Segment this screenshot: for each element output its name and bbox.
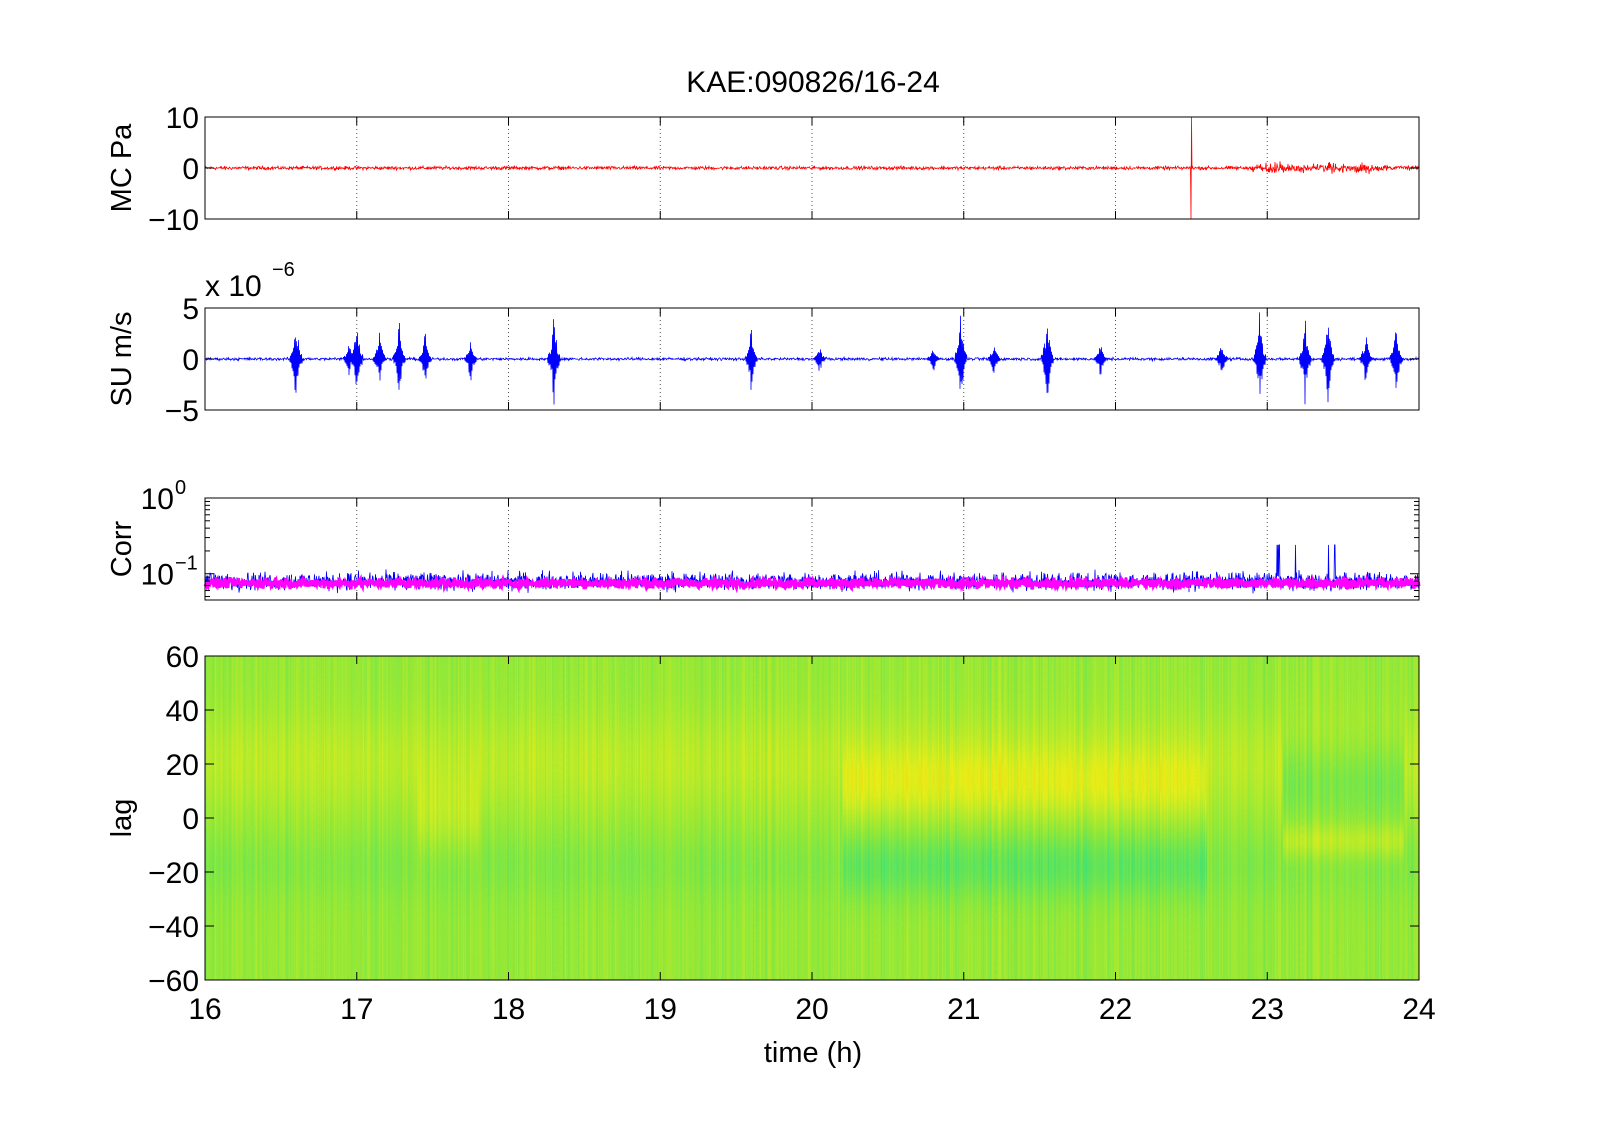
y-tick-label: 60 bbox=[166, 641, 199, 674]
series-su-0 bbox=[204, 312, 1420, 405]
y-tick-label: −20 bbox=[148, 857, 199, 890]
chart-title: KAE:090826/16-24 bbox=[686, 66, 940, 99]
x-tick-label: 18 bbox=[492, 993, 525, 1026]
x-tick-label: 22 bbox=[1099, 993, 1132, 1026]
y-tick-label: −60 bbox=[148, 965, 199, 998]
x-axis-label: time (h) bbox=[764, 1037, 862, 1069]
y-tick-label: 40 bbox=[166, 695, 199, 728]
y-tick-label: 10 bbox=[141, 559, 174, 592]
x-tick-label: 16 bbox=[188, 993, 221, 1026]
y-tick-label: 20 bbox=[166, 749, 199, 782]
x-tick-label: 23 bbox=[1251, 993, 1284, 1026]
series-mc-0 bbox=[204, 116, 1420, 220]
panel-su: 5 0 −5 SU m/s x 10 −6 bbox=[106, 259, 1420, 428]
x-tick-label: 24 bbox=[1402, 993, 1435, 1026]
y-tick-label: 0 bbox=[182, 344, 199, 377]
x-tick-label: 21 bbox=[947, 993, 980, 1026]
x-tick-label: 19 bbox=[644, 993, 677, 1026]
y-exponent-base: x 10 bbox=[205, 270, 262, 303]
y-tick-label: −40 bbox=[148, 911, 199, 944]
x-tick-label: 20 bbox=[795, 993, 828, 1026]
y-axis-label: Corr bbox=[106, 520, 138, 577]
panel-mc: 10 0 −10 MC Pa bbox=[106, 102, 1420, 237]
y-tick-label: 10 bbox=[141, 483, 174, 516]
y-tick-label: −5 bbox=[165, 395, 199, 428]
y-tick-label: 0 bbox=[182, 803, 199, 836]
panel-lag: 60 40 20 0 −20 −40 −60 lag bbox=[106, 641, 1420, 998]
y-axis-label: lag bbox=[106, 799, 138, 838]
y-axis-label: MC Pa bbox=[106, 123, 138, 213]
y-tick-label: 0 bbox=[182, 153, 199, 186]
x-axis: 16 17 18 19 20 21 22 23 24 bbox=[188, 993, 1435, 1026]
x-tick-label: 17 bbox=[340, 993, 373, 1026]
y-tick-label: 10 bbox=[166, 102, 199, 135]
y-exponent-power: −6 bbox=[272, 259, 295, 281]
y-axis-label: SU m/s bbox=[106, 311, 138, 406]
y-tick-exponent: 0 bbox=[175, 477, 186, 499]
y-tick-exponent: −1 bbox=[175, 553, 198, 575]
y-tick-label: 5 bbox=[182, 293, 199, 326]
series-corr-1 bbox=[203, 573, 1421, 594]
lag-heatmap bbox=[205, 656, 1419, 980]
y-tick-label: −10 bbox=[148, 204, 199, 237]
